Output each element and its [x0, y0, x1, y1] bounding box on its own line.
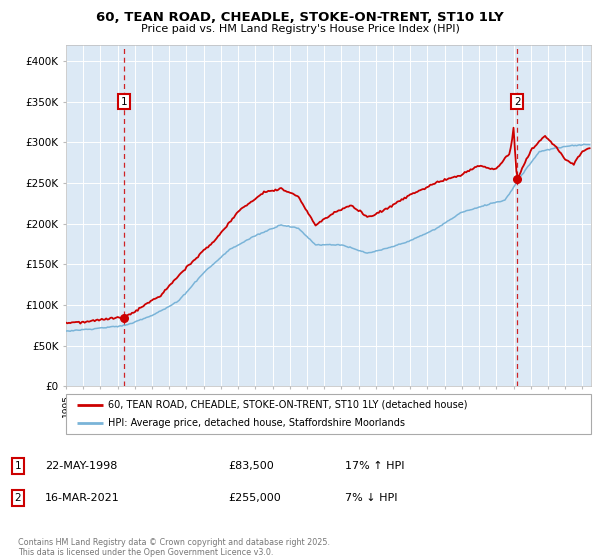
Text: 16-MAR-2021: 16-MAR-2021 [45, 493, 120, 503]
Text: 7% ↓ HPI: 7% ↓ HPI [345, 493, 398, 503]
Text: Price paid vs. HM Land Registry's House Price Index (HPI): Price paid vs. HM Land Registry's House … [140, 24, 460, 34]
Text: 2: 2 [14, 493, 22, 503]
Text: 17% ↑ HPI: 17% ↑ HPI [345, 461, 404, 471]
Text: £83,500: £83,500 [228, 461, 274, 471]
Text: 60, TEAN ROAD, CHEADLE, STOKE-ON-TRENT, ST10 1LY (detached house): 60, TEAN ROAD, CHEADLE, STOKE-ON-TRENT, … [108, 400, 467, 409]
Text: 2: 2 [514, 97, 520, 107]
Text: £255,000: £255,000 [228, 493, 281, 503]
Text: 22-MAY-1998: 22-MAY-1998 [45, 461, 118, 471]
Text: Contains HM Land Registry data © Crown copyright and database right 2025.
This d: Contains HM Land Registry data © Crown c… [18, 538, 330, 557]
Text: 60, TEAN ROAD, CHEADLE, STOKE-ON-TRENT, ST10 1LY: 60, TEAN ROAD, CHEADLE, STOKE-ON-TRENT, … [96, 11, 504, 24]
Text: 1: 1 [121, 97, 128, 107]
Text: 1: 1 [14, 461, 22, 471]
Text: HPI: Average price, detached house, Staffordshire Moorlands: HPI: Average price, detached house, Staf… [108, 418, 405, 428]
